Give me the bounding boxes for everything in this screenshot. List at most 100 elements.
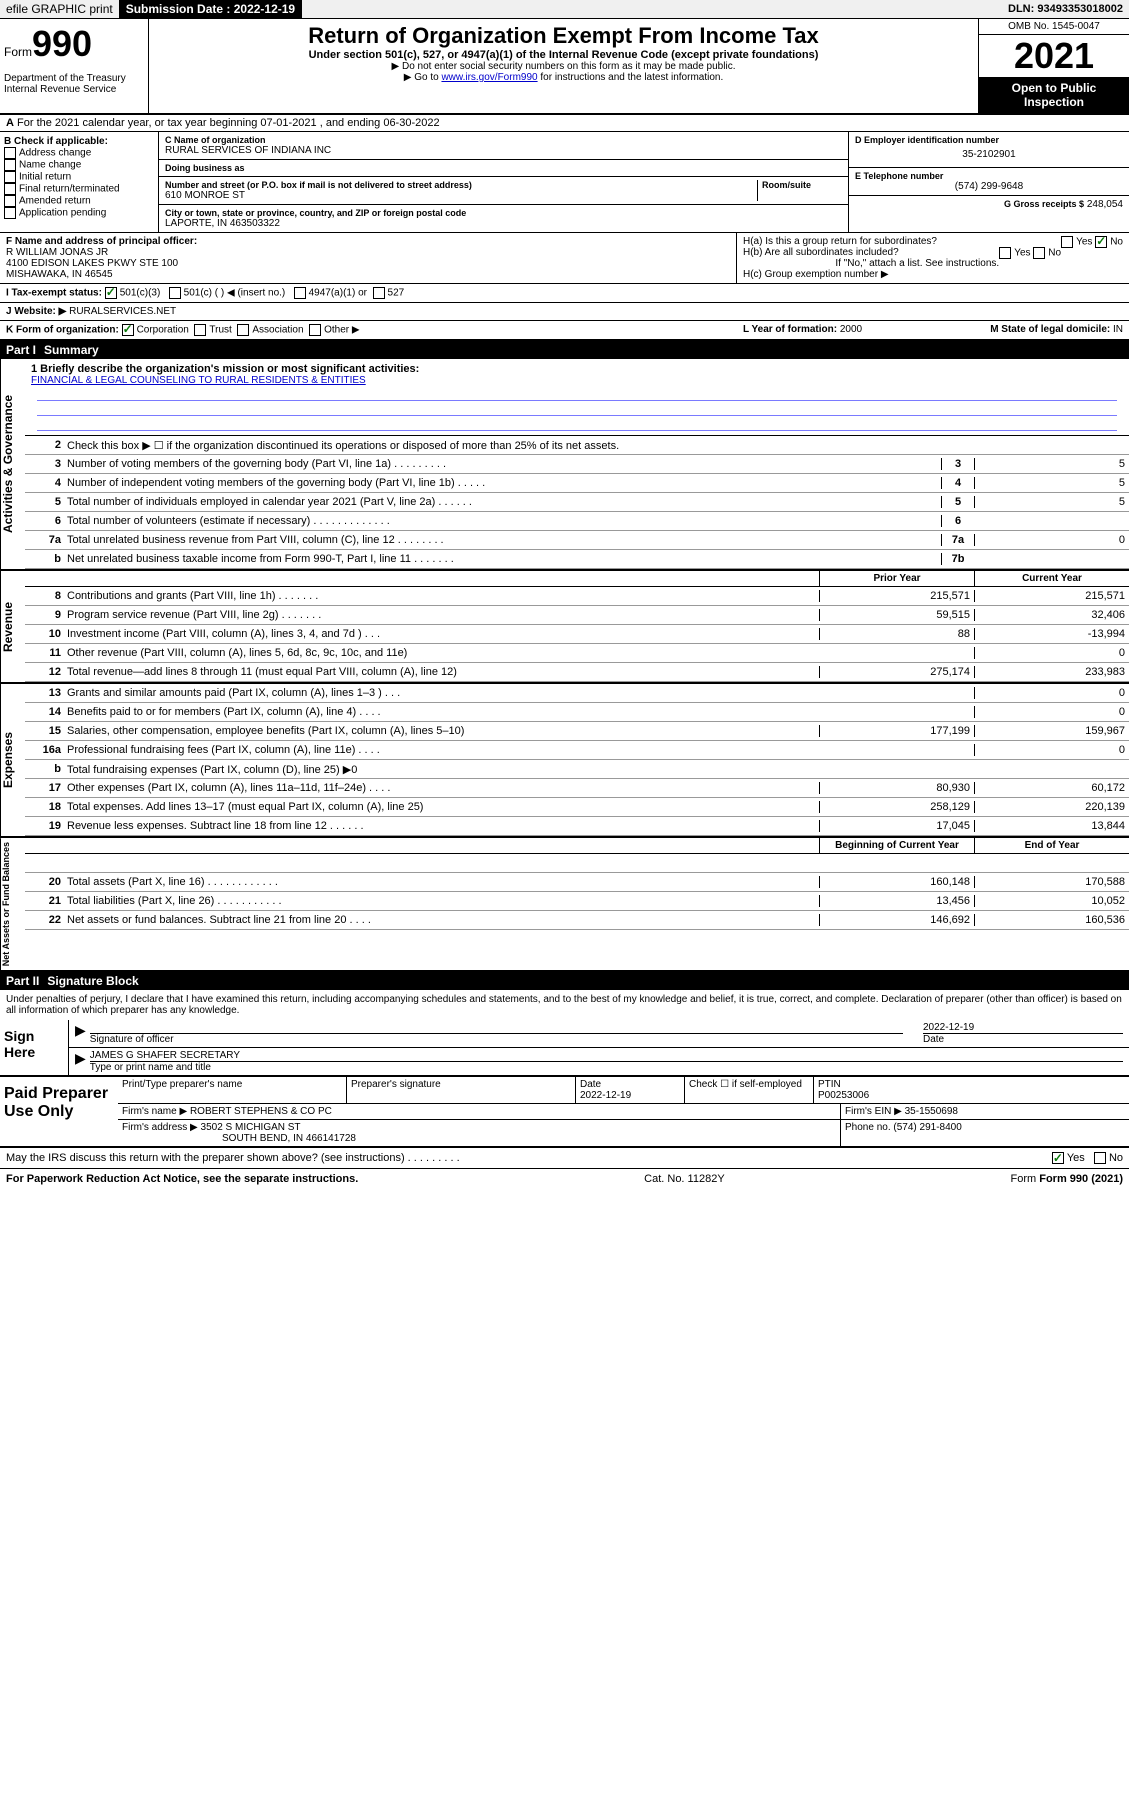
cb-4947[interactable] [294,287,306,299]
l22-py: 146,692 [819,914,974,926]
l8-desc: Contributions and grants (Part VIII, lin… [67,590,819,602]
mission-block: 1 Briefly describe the organization's mi… [25,359,1129,436]
form-subtitle: Under section 501(c), 527, or 4947(a)(1)… [153,49,974,61]
print-name-label: Print/Type preparer's name [118,1077,347,1103]
firm-addr-label: Firm's address ▶ [122,1122,198,1133]
cb-final-label: Final return/terminated [19,184,120,195]
line-12: 12Total revenue—add lines 8 through 11 (… [25,663,1129,682]
l10-py: 88 [819,628,974,640]
f-addr2: MISHAWAKA, IN 46545 [6,269,730,280]
omb-number: OMB No. 1545-0047 [979,19,1129,35]
line-5: 5Total number of individuals employed in… [25,493,1129,512]
l5-desc: Total number of individuals employed in … [67,496,941,508]
form-note1: ▶ Do not enter social security numbers o… [153,61,974,72]
cb-assoc[interactable] [237,324,249,336]
part2-header: Part II Signature Block [0,972,1129,990]
header-left: Form 990 Department of the Treasury Inte… [0,19,149,113]
street-label: Number and street (or P.O. box if mail i… [165,180,757,190]
cb-other[interactable] [309,324,321,336]
discuss-no-cb[interactable] [1094,1152,1106,1164]
row-i: I Tax-exempt status: 501(c)(3) 501(c) ( … [0,284,1129,303]
paid-preparer: Paid Preparer Use Only Print/Type prepar… [0,1077,1129,1148]
cb-corp[interactable] [122,324,134,336]
cb-501c3[interactable] [105,287,117,299]
cb-527[interactable] [373,287,385,299]
501c-label: 501(c) ( ) ◀ (insert no.) [184,288,286,299]
line-14: 14Benefits paid to or for members (Part … [25,703,1129,722]
ha-no: No [1110,237,1123,248]
checkbox-name[interactable] [4,159,16,171]
l7b-box: 7b [941,553,974,565]
dba-row: Doing business as [159,160,848,177]
street-row: Number and street (or P.O. box if mail i… [159,177,848,205]
ein-row: D Employer identification number 35-2102… [849,132,1129,168]
l5-val: 5 [974,496,1129,508]
block-f: F Name and address of principal officer:… [0,233,737,283]
l13-desc: Grants and similar amounts paid (Part IX… [67,687,819,699]
cb-trust[interactable] [194,324,206,336]
checkbox-initial[interactable] [4,171,16,183]
topbar: efile GRAPHIC print Submission Date : 20… [0,0,1129,19]
col-d: D Employer identification number 35-2102… [849,132,1129,232]
4947-label: 4947(a)(1) or [309,288,367,299]
vert-netassets: Net Assets or Fund Balances [0,838,25,970]
col-headers-rev: Prior Year Current Year [25,571,1129,587]
sig-line-1: ▶ Signature of officer 2022-12-19Date [69,1020,1129,1048]
sig-officer-label: Signature of officer [90,1033,903,1045]
l7b-desc: Net unrelated business taxable income fr… [67,553,941,565]
l5-box: 5 [941,496,974,508]
city-value: LAPORTE, IN 463503322 [165,218,842,229]
ha-yes-cb[interactable] [1061,236,1073,248]
firm-addr2: SOUTH BEND, IN 466141728 [222,1133,356,1144]
l17-py: 80,930 [819,782,974,794]
org-name-label: C Name of organization [165,135,842,145]
l7a-val: 0 [974,534,1129,546]
hb-no-cb[interactable] [1033,247,1045,259]
street-value: 610 MONROE ST [165,190,757,201]
line-8: 8Contributions and grants (Part VIII, li… [25,587,1129,606]
dba-label: Doing business as [165,163,842,173]
l21-py: 13,456 [819,895,974,907]
l17-desc: Other expenses (Part IX, column (A), lin… [67,782,819,794]
block-fh: F Name and address of principal officer:… [0,233,1129,284]
checkbox-pending[interactable] [4,207,16,219]
checkbox-final[interactable] [4,183,16,195]
arrow-icon: ▶ [75,1022,86,1045]
gross-row: G Gross receipts $ 248,054 [849,196,1129,213]
ha-no-cb[interactable] [1095,236,1107,248]
checkbox-address[interactable] [4,147,16,159]
ptin-label: PTIN [818,1079,841,1090]
mission-label: 1 Briefly describe the organization's mi… [31,363,1123,375]
paid-date: 2022-12-19 [580,1090,631,1101]
irs-link[interactable]: www.irs.gov/Form990 [441,72,537,83]
l20-cy: 170,588 [974,876,1129,888]
l9-desc: Program service revenue (Part VIII, line… [67,609,819,621]
line-2: 2Check this box ▶ ☐ if the organization … [25,436,1129,455]
tax-year-text: For the 2021 calendar year, or tax year … [17,117,440,129]
checkbox-amended[interactable] [4,195,16,207]
discuss-no: No [1109,1152,1123,1164]
hb-yes: Yes [1014,248,1030,259]
part1-title: Summary [44,343,99,357]
officer-name: JAMES G SHAFER SECRETARY [90,1050,1123,1061]
form-990-ref: Form 990 (2021) [1039,1173,1123,1185]
hb-yes-cb[interactable] [999,247,1011,259]
l15-desc: Salaries, other compensation, employee b… [67,725,819,737]
hb-note: If "No," attach a list. See instructions… [743,258,1123,269]
ha-yes: Yes [1076,237,1092,248]
header-mid: Return of Organization Exempt From Incom… [149,19,978,113]
line-22: 22Net assets or fund balances. Subtract … [25,911,1129,930]
l8-py: 215,571 [819,590,974,602]
cb-501c[interactable] [169,287,181,299]
revenue-section: Revenue Prior Year Current Year 8Contrib… [0,571,1129,684]
discuss-yes-cb[interactable] [1052,1152,1064,1164]
line-17: 17Other expenses (Part IX, column (A), l… [25,779,1129,798]
cb-address-label: Address change [19,148,91,159]
sign-here-row: Sign Here ▶ Signature of officer 2022-12… [0,1020,1129,1075]
l8-cy: 215,571 [974,590,1129,602]
firm-ein: 35-1550698 [905,1106,958,1117]
form-note2: ▶ Go to www.irs.gov/Form990 for instruct… [153,72,974,83]
paid-label: Paid Preparer Use Only [0,1077,118,1146]
ptin-value: P00253006 [818,1090,869,1101]
block-h: H(a) Is this a group return for subordin… [737,233,1129,283]
